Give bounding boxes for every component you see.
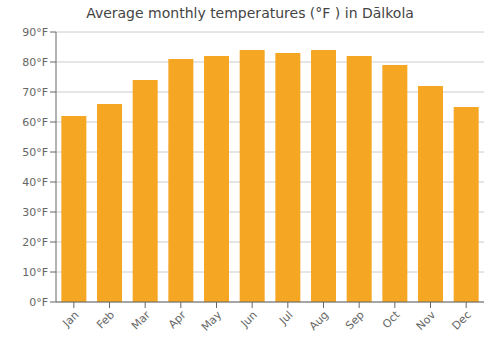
- svg-text:Jul: Jul: [276, 308, 295, 327]
- svg-text:Sep: Sep: [343, 308, 367, 332]
- svg-text:80°F: 80°F: [22, 56, 48, 69]
- svg-text:20°F: 20°F: [22, 236, 48, 249]
- svg-text:30°F: 30°F: [22, 206, 48, 219]
- svg-text:Dec: Dec: [450, 308, 474, 332]
- svg-text:40°F: 40°F: [22, 176, 48, 189]
- svg-text:Jun: Jun: [238, 308, 260, 330]
- svg-text:Mar: Mar: [129, 308, 153, 332]
- svg-text:70°F: 70°F: [22, 86, 48, 99]
- svg-text:Aug: Aug: [307, 308, 331, 332]
- svg-text:Apr: Apr: [166, 308, 189, 331]
- svg-text:Oct: Oct: [380, 308, 403, 331]
- svg-text:Feb: Feb: [94, 308, 117, 331]
- svg-text:Jan: Jan: [60, 308, 82, 330]
- svg-text:50°F: 50°F: [22, 146, 48, 159]
- svg-text:0°F: 0°F: [29, 296, 48, 309]
- svg-text:May: May: [199, 308, 225, 334]
- svg-text:90°F: 90°F: [22, 26, 48, 39]
- svg-text:Nov: Nov: [414, 308, 439, 333]
- svg-text:60°F: 60°F: [22, 116, 48, 129]
- svg-text:10°F: 10°F: [22, 266, 48, 279]
- html-text:Average monthly temperatures (: Average monthly temperatures (°F ) in Dā…: [86, 5, 414, 21]
